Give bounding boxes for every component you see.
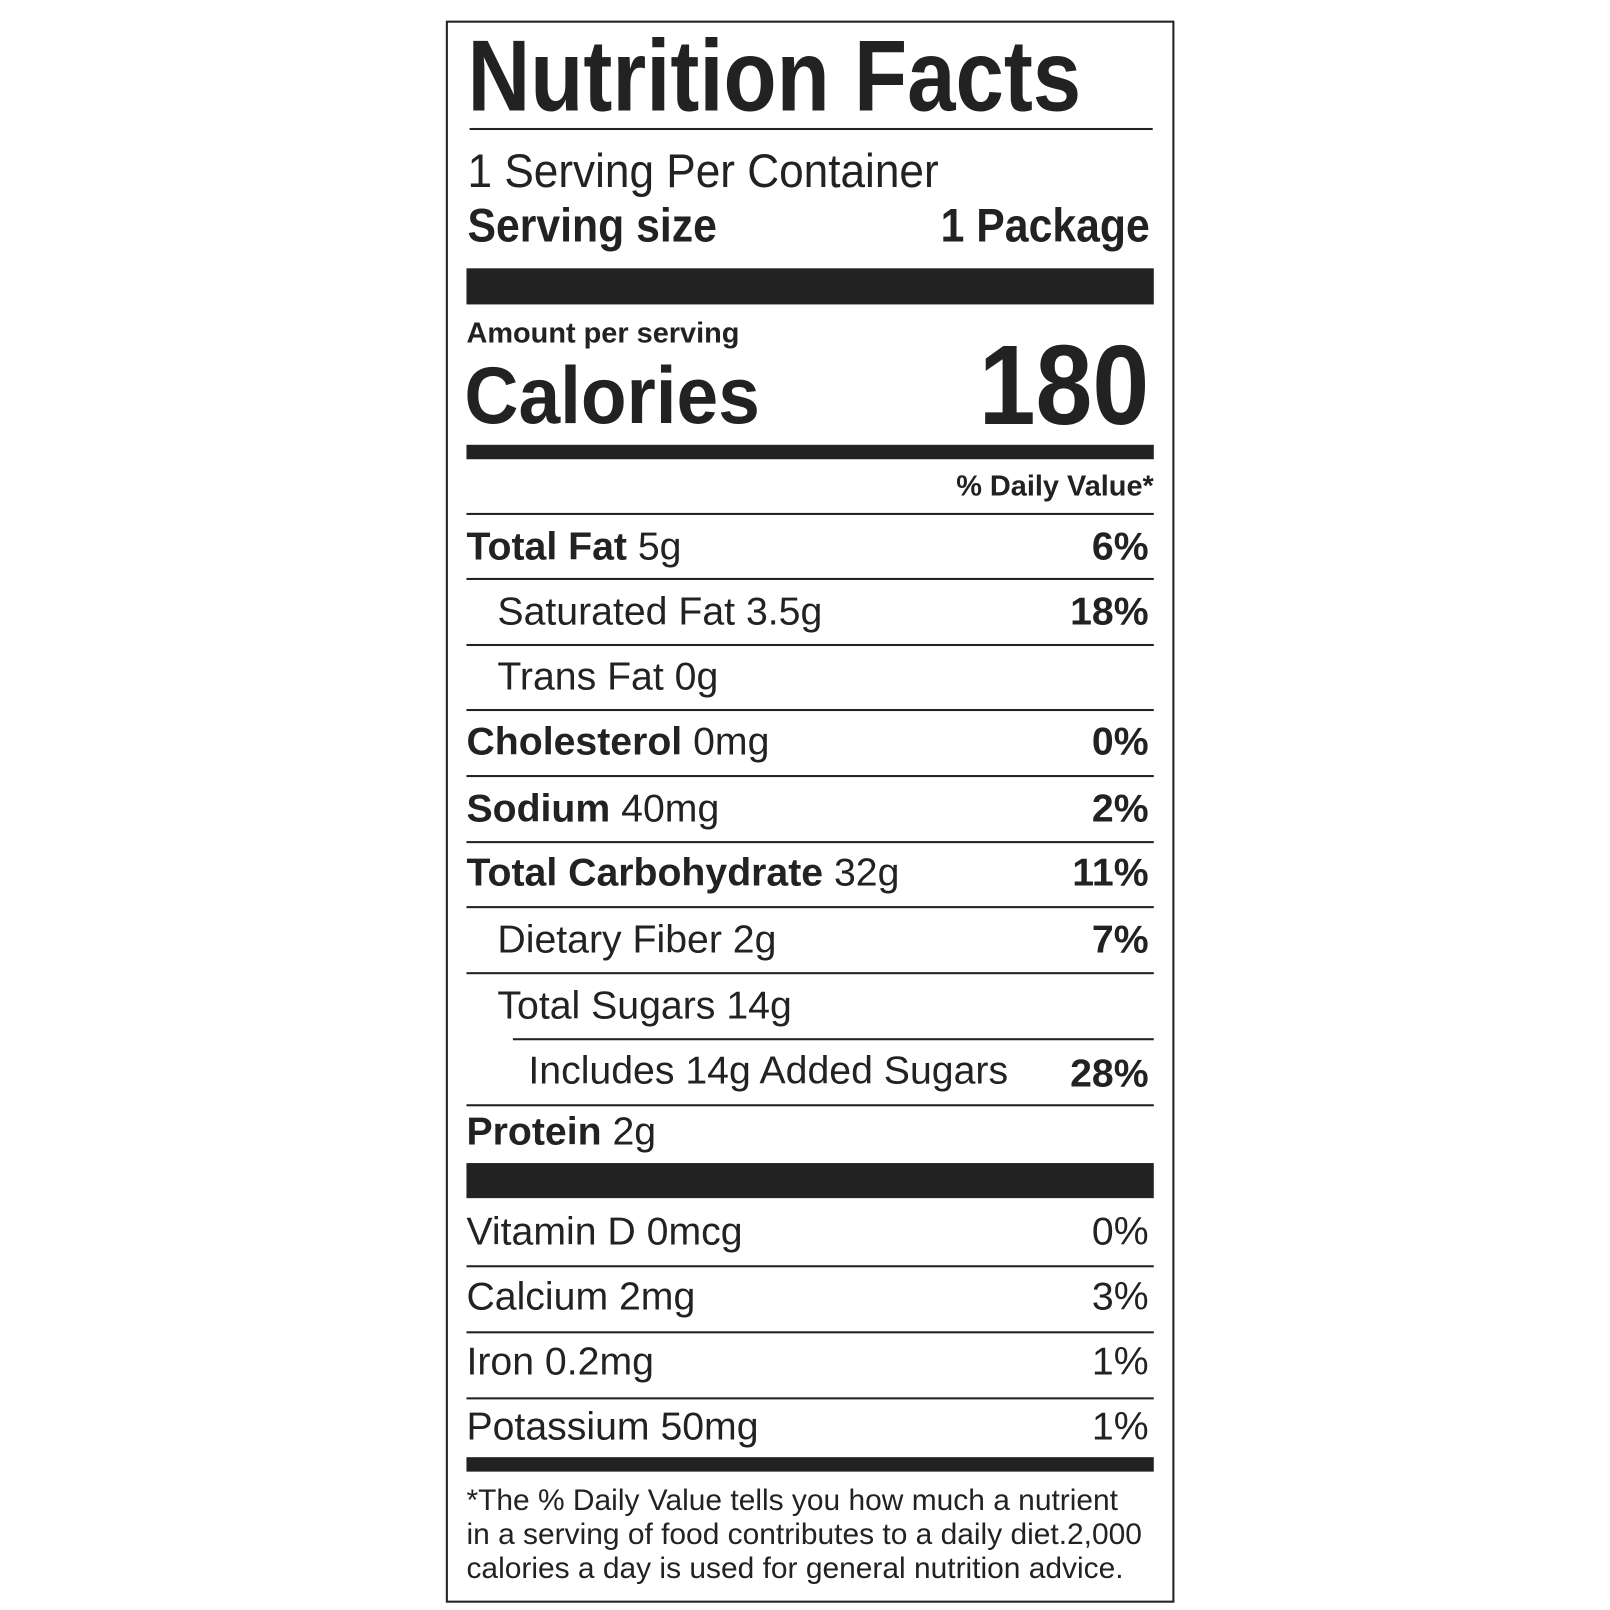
calories-value: 180 (979, 321, 1150, 449)
nutrient-dv: 0% (1091, 720, 1149, 764)
nutrient-dv: 7% (1091, 918, 1149, 962)
nutrient-row-cholesterol: Cholesterol 0mg 0% (466, 721, 1148, 762)
nutrient-name: Sodium (466, 787, 611, 831)
nutrient-dv: 6% (1091, 525, 1149, 569)
nutrient-amount: 3.5g (745, 590, 823, 634)
nutrient-row-protein: Protein 2g (466, 1111, 1148, 1152)
servings-per-container: 1 Serving Per Container (467, 143, 939, 198)
vitamin-dv: 1% (1091, 1405, 1149, 1449)
footnote-line: in a serving of food contributes to a da… (466, 1518, 1142, 1552)
calories-label: Calories (464, 349, 760, 441)
nutrient-amount: 40mg (621, 787, 720, 831)
footnote-line: *The % Daily Value tells you how much a … (466, 1484, 1119, 1518)
nutrient-amount: 0mg (693, 720, 770, 764)
vitamin-name: Potassium 50mg (466, 1405, 759, 1449)
thick-divider (466, 268, 1154, 305)
nutrient-name: Cholesterol (466, 720, 683, 764)
footnote-line: calories a day is used for general nutri… (466, 1552, 1124, 1586)
vitamin-dv: 0% (1091, 1210, 1149, 1254)
vitamin-name: Vitamin D 0mcg (466, 1210, 743, 1254)
nutrient-amount: 0g (674, 655, 719, 699)
label-border (445, 20, 1175, 1603)
divider (466, 643, 1154, 647)
nutrient-name: Total Carbohydrate (466, 851, 824, 895)
nutrient-dv: 18% (1070, 590, 1149, 634)
divider (466, 1104, 1154, 1107)
nutrient-name: Total Sugars (497, 984, 716, 1028)
vitamin-dv: 1% (1091, 1340, 1149, 1384)
nutrient-name: Trans Fat (497, 655, 664, 699)
divider (466, 1331, 1154, 1334)
nutrient-name: Saturated Fat (497, 590, 736, 634)
vitamin-row-potassium: Potassium 50mg 1% (466, 1407, 1148, 1448)
nutrient-row-added-sugars: Includes 14g Added Sugars 28% (466, 1049, 1149, 1096)
label-title: Nutrition Facts (467, 18, 1082, 133)
divider (466, 577, 1154, 580)
divider (466, 512, 1154, 515)
nutrient-name: Dietary Fiber (497, 918, 722, 962)
nutrient-row-total-carbohydrate: Total Carbohydrate 32g 11% (466, 852, 1148, 893)
daily-value-header: % Daily Value* (956, 469, 1154, 502)
medium-divider (466, 444, 1154, 460)
nutrient-amount: 5g (637, 525, 682, 569)
divider (466, 775, 1154, 778)
divider (466, 906, 1154, 909)
serving-size-label: Serving size (467, 198, 717, 252)
nutrient-name: Protein (466, 1110, 602, 1154)
divider (512, 1038, 1154, 1041)
serving-size-value: 1 Package (940, 198, 1150, 252)
nutrient-amount: 2g (612, 1110, 657, 1154)
thick-divider (466, 1163, 1154, 1199)
nutrient-row-trans-fat: Trans Fat 0g (466, 656, 1148, 697)
divider (466, 1397, 1154, 1400)
divider (466, 972, 1154, 975)
vitamin-name: Iron 0.2mg (466, 1340, 654, 1384)
vitamin-name: Calcium 2mg (466, 1275, 696, 1319)
vitamin-dv: 3% (1091, 1275, 1149, 1319)
divider (466, 1265, 1154, 1268)
vitamin-row-vitamin-d: Vitamin D 0mcg 0% (466, 1212, 1148, 1253)
vitamin-row-iron: Iron 0.2mg 1% (466, 1342, 1148, 1383)
medium-divider (466, 1457, 1154, 1472)
amount-per-serving: Amount per serving (466, 316, 740, 349)
nutrient-row-saturated-fat: Saturated Fat 3.5g 18% (466, 591, 1148, 632)
nutrient-dv: 2% (1091, 787, 1149, 831)
nutrient-amount: 14g (726, 984, 792, 1028)
nutrient-row-total-sugars: Total Sugars 14g (466, 986, 1148, 1027)
vitamin-row-calcium: Calcium 2mg 3% (466, 1277, 1148, 1318)
nutrient-row-total-fat: Total Fat 5g 6% (466, 526, 1148, 567)
nutrient-row-dietary-fiber: Dietary Fiber 2g 7% (466, 920, 1148, 961)
divider (466, 708, 1154, 712)
divider (466, 841, 1154, 844)
nutrient-name: Includes 14g Added Sugars (528, 1049, 1009, 1093)
nutrient-row-sodium: Sodium 40mg 2% (466, 788, 1148, 829)
divider (469, 127, 1153, 131)
nutrient-name: Total Fat (466, 525, 627, 569)
nutrient-amount: 2g (732, 918, 777, 962)
nutrient-amount: 32g (833, 851, 900, 895)
nutrient-dv: 28% (1070, 1052, 1149, 1096)
nutrient-dv: 11% (1072, 851, 1149, 895)
